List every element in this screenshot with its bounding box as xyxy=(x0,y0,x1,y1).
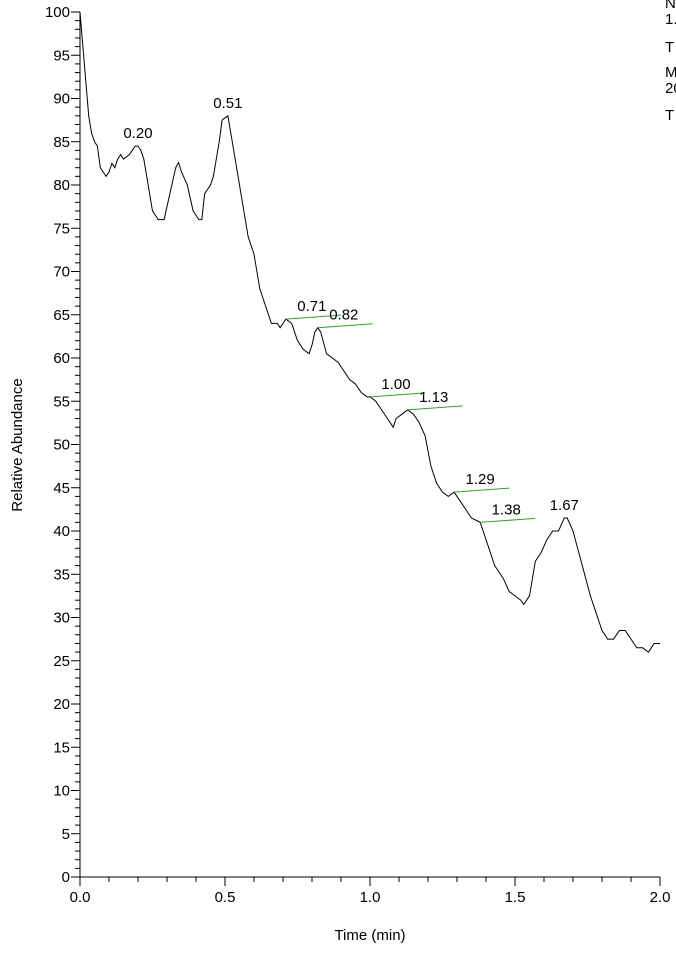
y-tick-label: 70 xyxy=(53,264,70,281)
peak-label: 1.38 xyxy=(492,501,521,518)
peak-label: 0.82 xyxy=(329,307,358,324)
y-tick-label: 35 xyxy=(53,566,70,583)
header-text: 1. xyxy=(665,11,676,28)
header-text: 20 xyxy=(665,80,676,97)
y-tick-label: 30 xyxy=(53,610,70,627)
x-tick-label: 2.0 xyxy=(650,889,671,906)
y-tick-label: 50 xyxy=(53,437,70,454)
y-tick-label: 5 xyxy=(62,826,70,843)
y-tick-label: 80 xyxy=(53,177,70,194)
peak-marker xyxy=(407,405,463,411)
peak-label: 0.51 xyxy=(213,95,242,112)
y-tick-label: 85 xyxy=(53,134,70,151)
x-axis-title: Time (min) xyxy=(334,927,405,944)
peak-label: 1.00 xyxy=(381,376,410,393)
y-tick-label: 45 xyxy=(53,480,70,497)
y-tick-label: 65 xyxy=(53,307,70,324)
y-axis-title: Relative Abundance xyxy=(9,378,26,511)
peak-label: 1.13 xyxy=(419,389,448,406)
peak-label: 1.67 xyxy=(550,497,579,514)
peak-marker xyxy=(480,517,536,523)
peak-marker xyxy=(317,323,373,329)
x-tick-label: 1.0 xyxy=(360,889,381,906)
y-tick-label: 10 xyxy=(53,783,70,800)
peak-label: 0.71 xyxy=(297,298,326,315)
peak-marker xyxy=(369,392,426,398)
y-tick-label: 20 xyxy=(53,696,70,713)
y-tick-label: 100 xyxy=(45,4,70,21)
y-tick-label: 75 xyxy=(53,220,70,237)
header-text: T xyxy=(665,39,674,56)
y-tick-label: 25 xyxy=(53,653,70,670)
peak-marker xyxy=(285,314,341,320)
y-tick-label: 0 xyxy=(62,869,70,886)
trace-line xyxy=(79,11,660,653)
y-tick-label: 15 xyxy=(53,739,70,756)
header-text: M xyxy=(665,64,676,81)
header-text: T xyxy=(665,107,674,124)
y-tick-label: 60 xyxy=(53,350,70,367)
y-tick-label: 55 xyxy=(53,393,70,410)
y-tick-label: 40 xyxy=(53,523,70,540)
y-tick-label: 95 xyxy=(53,47,70,64)
header-text: N xyxy=(665,0,676,12)
x-tick-label: 0.5 xyxy=(215,889,236,906)
x-tick-label: 1.5 xyxy=(505,889,526,906)
x-tick-label: 0.0 xyxy=(70,889,91,906)
y-tick-label: 90 xyxy=(53,91,70,108)
peak-marker xyxy=(454,487,510,493)
peak-label: 0.20 xyxy=(123,125,152,142)
peak-label: 1.29 xyxy=(465,471,494,488)
